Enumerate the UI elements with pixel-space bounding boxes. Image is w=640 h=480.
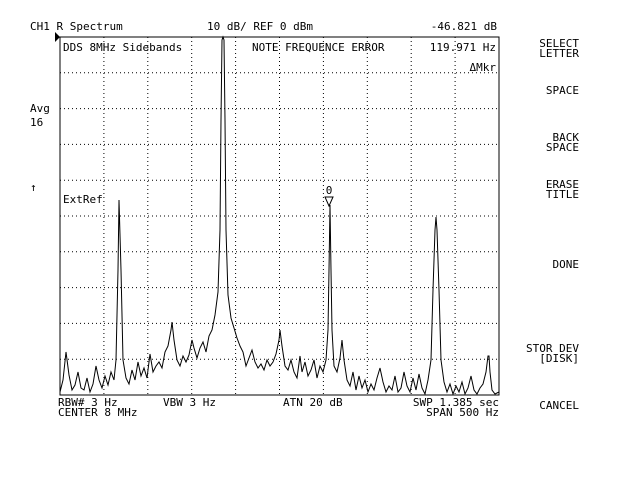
marker-mode: ΔMkr bbox=[470, 61, 497, 74]
softkeys: SELECTLETTERSPACEBACKSPACEERASETITLEDONE… bbox=[526, 37, 579, 412]
scale: 10 dB/ REF 0 dBm bbox=[207, 20, 313, 33]
softkey-label: CANCEL bbox=[539, 399, 579, 412]
channel: CH1 R Spectrum bbox=[30, 20, 123, 33]
ref-marker bbox=[55, 32, 60, 42]
softkey-label: SELECT bbox=[539, 37, 579, 50]
softkey-label: [DISK] bbox=[539, 352, 579, 365]
vbw: VBW 3 Hz bbox=[163, 396, 216, 409]
center: CENTER 8 MHz bbox=[58, 406, 137, 419]
swp: SWP 1.385 sec bbox=[413, 396, 499, 409]
graticule bbox=[60, 37, 499, 395]
marker-label: 0 bbox=[326, 184, 333, 197]
ext-ref: ExtRef bbox=[63, 193, 103, 206]
softkey-label: BACK bbox=[553, 131, 580, 144]
note: NOTE FREQUENCE ERROR bbox=[252, 41, 385, 54]
softkey-label: SPACE bbox=[546, 141, 579, 154]
avg-label: Avg bbox=[30, 102, 50, 115]
note-value: 119.971 Hz bbox=[430, 41, 496, 54]
softkey-label: STOR DEV bbox=[526, 342, 579, 355]
softkey[interactable]: SPACE bbox=[546, 84, 579, 97]
atn: ATN 20 dB bbox=[283, 396, 343, 409]
screen-title: DDS 8MHz Sidebands bbox=[63, 41, 182, 54]
span: SPAN 500 Hz bbox=[426, 406, 499, 419]
softkey-label: ERASE bbox=[546, 178, 579, 191]
softkey[interactable]: DONE bbox=[553, 258, 580, 271]
rbw: RBW# 3 Hz bbox=[58, 396, 118, 409]
avg-value: 16 bbox=[30, 116, 43, 129]
softkey[interactable]: STOR DEV[DISK] bbox=[526, 342, 579, 365]
softkey-label: SPACE bbox=[546, 84, 579, 97]
trace bbox=[59, 35, 500, 396]
arrow: ↑ bbox=[30, 181, 37, 194]
readout: -46.821 dB bbox=[431, 20, 498, 33]
softkey[interactable]: CANCEL bbox=[539, 399, 579, 412]
softkey-label: LETTER bbox=[539, 47, 579, 60]
marker-triangle bbox=[324, 196, 334, 208]
softkey-label: DONE bbox=[553, 258, 580, 271]
softkey-label: TITLE bbox=[546, 188, 579, 201]
